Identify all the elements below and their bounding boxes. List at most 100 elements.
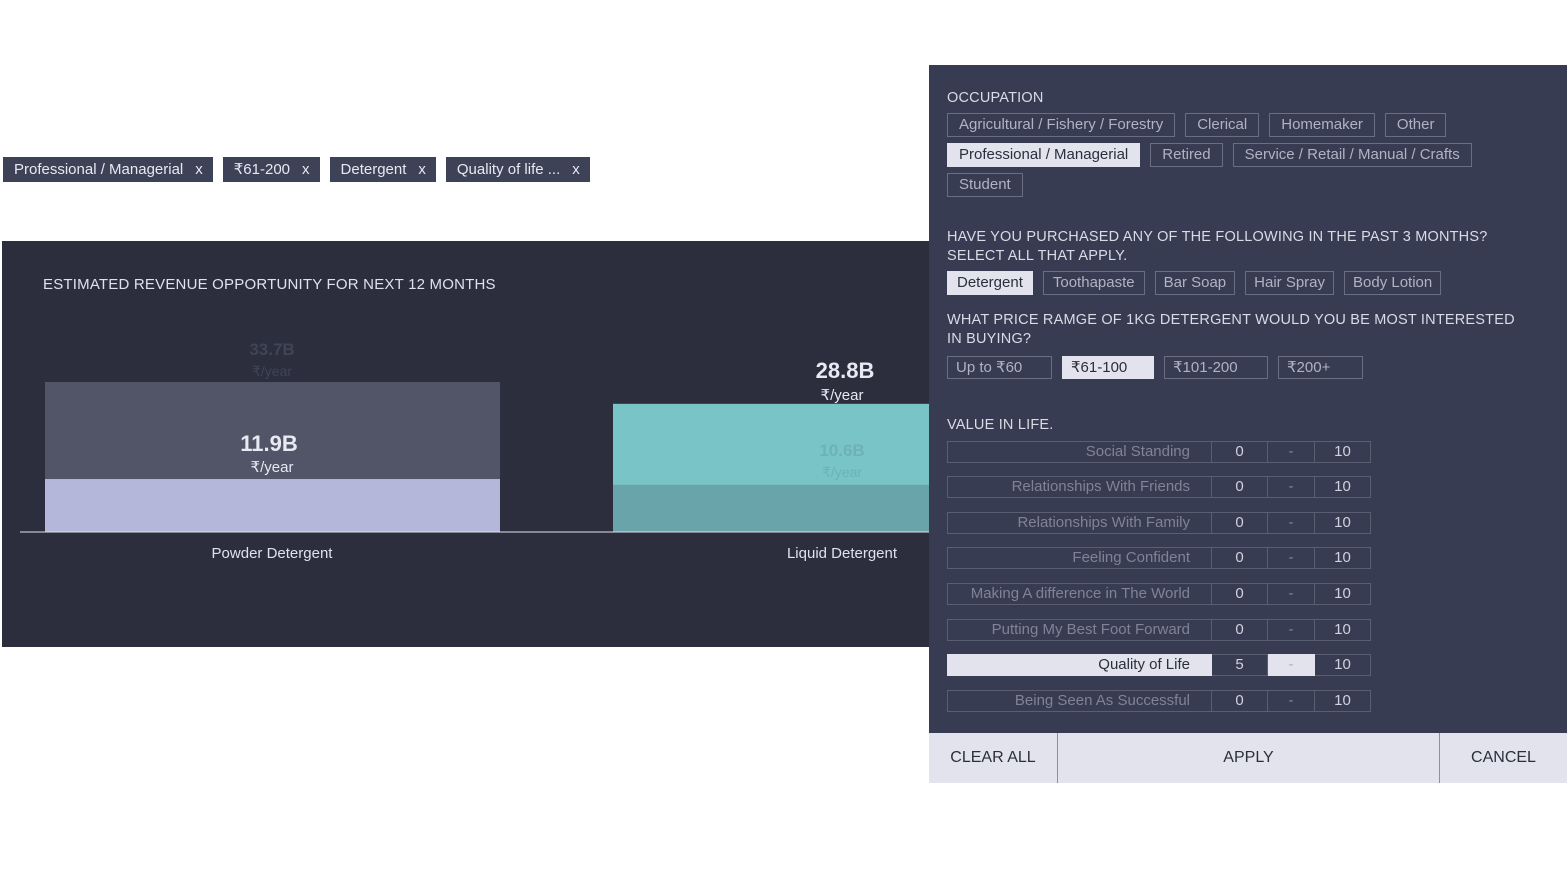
chip-label: ₹61-200	[233, 161, 291, 178]
value-label[interactable]: Putting My Best Foot Forward	[947, 619, 1212, 641]
value-max-input[interactable]: 10	[1315, 654, 1371, 676]
price-title-line2: IN BUYING?	[947, 331, 1032, 347]
value-min-input[interactable]: 0	[1212, 619, 1268, 641]
filter-footer: CLEAR ALL APPLY CANCEL	[929, 733, 1567, 783]
value-range-row: Relationships With Friends 0 - 10	[947, 476, 1371, 498]
value-max-input[interactable]: 10	[1315, 690, 1371, 712]
value-range-row: Relationships With Family 0 - 10	[947, 512, 1371, 534]
clear-all-button[interactable]: CLEAR ALL	[929, 733, 1058, 783]
total-unit-label: ₹/year	[252, 363, 292, 379]
value-min-input[interactable]: 0	[1212, 583, 1268, 605]
purchased-options: Detergent Toothapaste Bar Soap Hair Spra…	[947, 271, 1442, 295]
total-value-label: 28.8B	[816, 358, 875, 383]
value-label[interactable]: Social Standing	[947, 441, 1212, 463]
remove-chip-icon[interactable]: x	[302, 161, 310, 178]
value-max-input[interactable]: 10	[1315, 619, 1371, 641]
value-max-input[interactable]: 10	[1315, 547, 1371, 569]
filtered-bar	[613, 484, 929, 532]
price-option[interactable]: ₹200+	[1278, 356, 1363, 379]
value-label[interactable]: Quality of Life	[947, 654, 1212, 676]
value-range-row: Feeling Confident 0 - 10	[947, 547, 1371, 569]
occupation-option[interactable]: Homemaker	[1269, 113, 1375, 137]
value-range-row: Making A difference in The World 0 - 10	[947, 583, 1371, 605]
purchased-option[interactable]: Hair Spray	[1245, 271, 1335, 295]
filtered-bar	[45, 479, 500, 532]
value-min-input[interactable]: 0	[1212, 512, 1268, 534]
value-label[interactable]: Feeling Confident	[947, 547, 1212, 569]
occupation-row-2: Professional / Managerial Retired Servic…	[947, 143, 1472, 167]
purchased-option[interactable]: Toothapaste	[1042, 271, 1145, 295]
value-min-input[interactable]: 5	[1212, 654, 1268, 676]
occupation-row-3: Student	[947, 173, 1023, 197]
filter-chip-occupation[interactable]: Professional / Managerial x	[3, 157, 213, 182]
occupation-option[interactable]: Student	[947, 173, 1023, 197]
value-min-input[interactable]: 0	[1212, 441, 1268, 463]
revenue-bar-chart: 33.7B ₹/year 11.9B ₹/year Powder Detergent 28…	[20, 340, 929, 562]
price-option[interactable]: ₹101-200	[1164, 356, 1268, 379]
range-separator: -	[1268, 512, 1315, 534]
value-label[interactable]: Making A difference in The World	[947, 583, 1212, 605]
purchased-title-line1: HAVE YOU PURCHASED ANY OF THE FOLLOWING …	[947, 229, 1488, 245]
value-min-input[interactable]: 0	[1212, 476, 1268, 498]
category-label: Powder Detergent	[212, 545, 334, 562]
price-option[interactable]: Up to ₹60	[947, 356, 1052, 379]
filter-panel: OCCUPATION Agricultural / Fishery / Fore…	[929, 65, 1567, 783]
range-separator: -	[1268, 654, 1315, 676]
chip-label: Quality of life ...	[456, 161, 561, 178]
range-separator: -	[1268, 583, 1315, 605]
purchased-option[interactable]: Body Lotion	[1344, 271, 1442, 295]
category-label: Liquid Detergent	[787, 545, 898, 562]
occupation-option[interactable]: Service / Retail / Manual / Crafts	[1232, 143, 1472, 167]
value-range-row: Social Standing 0 - 10	[947, 441, 1371, 463]
range-separator: -	[1268, 476, 1315, 498]
filter-chip-value[interactable]: Quality of life ... x	[445, 157, 590, 182]
occupation-option[interactable]: Agricultural / Fishery / Forestry	[947, 113, 1176, 137]
chip-label: Detergent	[340, 161, 407, 178]
occupation-option[interactable]: Clerical	[1185, 113, 1260, 137]
occupation-option[interactable]: Other	[1384, 113, 1447, 137]
remove-chip-icon[interactable]: x	[418, 161, 426, 178]
filtered-unit-label: ₹/year	[822, 464, 862, 480]
value-range-row: Being Seen As Successful 0 - 10	[947, 690, 1371, 712]
value-max-input[interactable]: 10	[1315, 441, 1371, 463]
range-separator: -	[1268, 547, 1315, 569]
value-range-row-active: Quality of Life 5 - 10	[947, 654, 1371, 676]
value-label[interactable]: Relationships With Family	[947, 512, 1212, 534]
filtered-unit-label: ₹/year	[251, 459, 294, 476]
remove-chip-icon[interactable]: x	[195, 161, 203, 178]
value-in-life-title: VALUE IN LIFE.	[947, 417, 1054, 433]
total-value-label: 33.7B	[249, 340, 294, 359]
value-min-input[interactable]: 0	[1212, 547, 1268, 569]
remove-chip-icon[interactable]: x	[572, 161, 580, 178]
value-label[interactable]: Being Seen As Successful	[947, 690, 1212, 712]
value-min-input[interactable]: 0	[1212, 690, 1268, 712]
value-range-row: Putting My Best Foot Forward 0 - 10	[947, 619, 1371, 641]
occupation-option-selected[interactable]: Professional / Managerial	[947, 143, 1141, 167]
occupation-title: OCCUPATION	[947, 90, 1044, 106]
purchased-option[interactable]: Bar Soap	[1154, 271, 1236, 295]
occupation-row-1: Agricultural / Fishery / Forestry Cleric…	[947, 113, 1447, 137]
price-option-selected[interactable]: ₹61-100	[1062, 356, 1154, 379]
apply-button[interactable]: APPLY	[1058, 733, 1440, 783]
range-separator: -	[1268, 690, 1315, 712]
price-title: WHAT PRICE RAMGE OF 1KG DETERGENT WOULD …	[947, 311, 1515, 349]
price-title-line1: WHAT PRICE RAMGE OF 1KG DETERGENT WOULD …	[947, 312, 1515, 328]
value-max-input[interactable]: 10	[1315, 583, 1371, 605]
filter-chip-product[interactable]: Detergent x	[329, 157, 436, 182]
occupation-option[interactable]: Retired	[1150, 143, 1223, 167]
filter-chip-price[interactable]: ₹61-200 x	[222, 157, 320, 182]
revenue-chart-panel: ESTIMATED REVENUE OPPORTUNITY FOR NEXT 1…	[2, 241, 929, 647]
cancel-button[interactable]: CANCEL	[1471, 749, 1536, 766]
purchased-title: HAVE YOU PURCHASED ANY OF THE FOLLOWING …	[947, 228, 1488, 266]
value-max-input[interactable]: 10	[1315, 512, 1371, 534]
value-max-input[interactable]: 10	[1315, 476, 1371, 498]
active-filter-chips: Professional / Managerial x ₹61-200 x De…	[3, 157, 590, 182]
filtered-value-label: 10.6B	[819, 441, 864, 460]
purchased-option-selected[interactable]: Detergent	[947, 271, 1033, 295]
range-separator: -	[1268, 619, 1315, 641]
purchased-title-line2: SELECT ALL THAT APPLY.	[947, 248, 1128, 264]
value-label[interactable]: Relationships With Friends	[947, 476, 1212, 498]
chip-label: Professional / Managerial	[14, 161, 184, 178]
chart-title: ESTIMATED REVENUE OPPORTUNITY FOR NEXT 1…	[43, 276, 496, 293]
filtered-value-label: 11.9B	[240, 431, 298, 456]
